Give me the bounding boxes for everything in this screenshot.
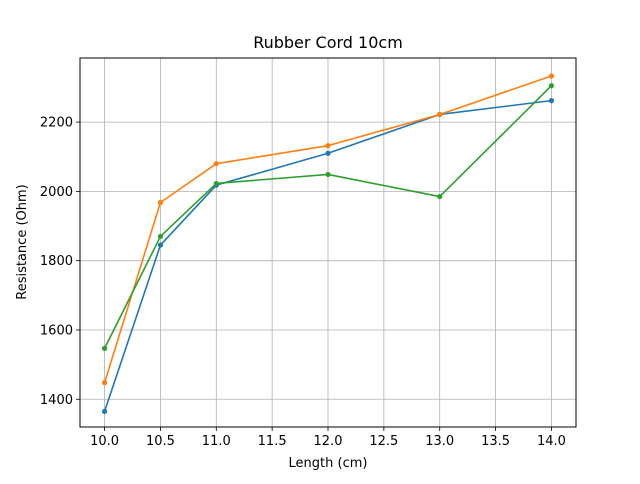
series-1-point <box>157 242 164 248</box>
series-3-point <box>548 83 555 89</box>
series-3-point <box>157 233 164 240</box>
x-tick-label: 13.5 <box>481 434 510 449</box>
x-tick-label: 10.0 <box>90 434 119 449</box>
chart-title: Rubber Cord 10cm <box>253 33 403 52</box>
series-3-line <box>103 85 552 349</box>
series-3-point <box>101 345 108 351</box>
axis-ticks: 10.0 10.5 11.0 11.5 12.0 12.5 13.0 13.5 14.0 1400… <box>40 116 566 449</box>
y-tick-label: 1800 <box>40 254 73 269</box>
series-group <box>101 73 555 415</box>
grid <box>80 58 576 427</box>
series-2-point <box>157 199 164 206</box>
y-axis-label: Resistance (Ohm) <box>15 184 30 299</box>
y-tick-label: 1400 <box>40 393 73 408</box>
series-1-line <box>103 99 552 412</box>
series-2 <box>101 73 555 386</box>
series-2-point <box>437 111 443 118</box>
x-tick-label: 12.5 <box>369 434 398 449</box>
y-tick-label: 2200 <box>40 116 73 131</box>
series-3-point <box>325 171 331 178</box>
series-2-line <box>103 75 552 383</box>
series-2-point <box>548 73 555 79</box>
x-tick-label: 11.5 <box>258 434 287 449</box>
series-1-point <box>101 408 108 415</box>
y-tick-label: 1600 <box>40 323 73 338</box>
series-2-point <box>213 161 219 167</box>
x-tick-label: 10.5 <box>146 434 175 449</box>
series-3-point <box>437 193 443 200</box>
x-axis-label: Length (cm) <box>289 456 368 471</box>
series-2-point <box>325 143 331 149</box>
x-tick-label: 14.0 <box>537 434 566 449</box>
series-1-point <box>325 150 331 156</box>
series-3 <box>101 83 555 351</box>
series-1-point <box>548 98 555 104</box>
x-tick-label: 11.0 <box>202 434 231 449</box>
series-3-point <box>213 180 219 187</box>
x-tick-label: 12.0 <box>314 434 343 449</box>
y-tick-label: 2000 <box>40 185 73 200</box>
series-2-point <box>101 380 108 386</box>
x-tick-label: 13.0 <box>425 434 454 449</box>
